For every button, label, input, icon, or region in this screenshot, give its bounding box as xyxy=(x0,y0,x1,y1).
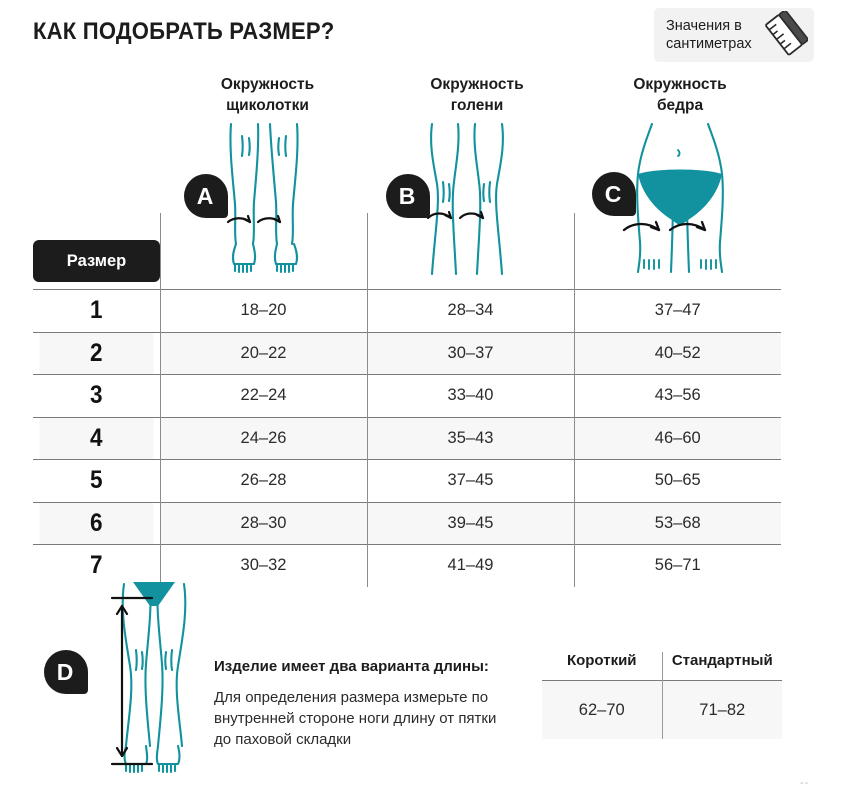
cell-calf: 41–49 xyxy=(366,544,574,587)
length-header-short: Короткий xyxy=(566,652,637,669)
caption-thigh-line1: Окружность xyxy=(633,76,727,93)
column-caption-ankle: Окружность щиколотки xyxy=(160,74,375,116)
marker-d-letter: D xyxy=(56,658,74,685)
marker-d-circle xyxy=(44,650,88,694)
length-note: Изделие имеет два варианта длины: Для оп… xyxy=(214,657,514,750)
cell-calf: 28–34 xyxy=(366,289,574,332)
length-value-short: 62–70 xyxy=(542,680,662,739)
caption-thigh-line2: бедра xyxy=(656,97,704,114)
length-measure-arrow xyxy=(110,596,154,766)
cell-ankle: 18–20 xyxy=(159,289,367,332)
cell-thigh: 50–65 xyxy=(573,459,781,502)
marker-c: C xyxy=(592,172,636,216)
marker-a: A xyxy=(184,174,228,218)
cell-size: 2 xyxy=(39,331,154,375)
cell-thigh: 53–68 xyxy=(573,501,781,545)
table-row: 4 24–26 35–43 46–60 xyxy=(33,416,781,460)
cell-ankle: 22–24 xyxy=(159,374,367,417)
marker-b-letter: B xyxy=(398,182,416,209)
cell-thigh: 56–71 xyxy=(573,544,781,587)
cell-calf: 33–40 xyxy=(366,374,574,417)
caption-calf-line1: Окружность xyxy=(430,76,524,93)
caption-ankle-line1: Окружность xyxy=(220,76,315,93)
size-table: 1 18–20 28–34 37–47 2 20–22 30–37 40–52 … xyxy=(33,213,781,587)
caption-calf-line2: голени xyxy=(450,97,504,114)
unit-badge-text: Значения в сантиметрах xyxy=(666,17,770,53)
column-caption-calf: Окружность голени xyxy=(378,74,576,116)
caption-ankle-line2: щиколотки xyxy=(226,97,309,114)
table-row: 7 30–32 41–49 56–71 xyxy=(33,544,781,587)
marker-c-circle xyxy=(592,172,636,216)
cell-size: 6 xyxy=(39,501,154,545)
ruler-icon xyxy=(765,11,808,56)
cell-ankle: 20–22 xyxy=(159,331,367,375)
length-note-text: Для определения размера измерьте по внут… xyxy=(214,689,497,748)
cell-size: 3 xyxy=(39,374,154,417)
unit-badge-line2: сантиметрах xyxy=(666,36,752,52)
unit-badge: Значения в сантиметрах xyxy=(654,8,814,62)
cell-thigh: 40–52 xyxy=(573,331,781,375)
cell-size: 7 xyxy=(39,544,154,587)
length-table-wrapper: Короткий Стандартный 62–70 71–82 xyxy=(542,652,782,739)
size-table-head-row xyxy=(33,213,781,290)
cell-ankle: 26–28 xyxy=(159,459,367,502)
page-title: КАК ПОДОБРАТЬ РАЗМЕР? xyxy=(33,18,335,45)
full-legs-illustration xyxy=(110,582,187,774)
length-table-row: 62–70 71–82 xyxy=(542,680,782,739)
length-table-head-row: Короткий Стандартный xyxy=(542,652,782,681)
table-row: 3 22–24 33–40 43–56 xyxy=(33,374,781,417)
corner-artifact: -- xyxy=(800,777,810,789)
thigh-header-cell xyxy=(573,213,781,290)
marker-c-letter: C xyxy=(604,180,622,207)
brief-wedge xyxy=(133,582,175,606)
length-table: Короткий Стандартный 62–70 71–82 xyxy=(542,652,782,739)
unit-badge-line1: Значения в xyxy=(666,18,742,34)
cell-calf: 37–45 xyxy=(366,459,574,502)
cell-thigh: 46–60 xyxy=(573,416,781,460)
table-row: 5 26–28 37–45 50–65 xyxy=(33,459,781,502)
cell-ankle: 30–32 xyxy=(159,544,367,587)
table-row: 6 28–30 39–45 53–68 xyxy=(33,501,781,545)
calf-header-cell xyxy=(366,213,574,290)
length-header-standard: Стандартный xyxy=(661,652,782,681)
cell-ankle: 28–30 xyxy=(159,501,367,545)
ankle-header-cell xyxy=(159,213,367,290)
length-note-bold: Изделие имеет два варианта длины: xyxy=(214,658,489,675)
size-column-chip: Размер xyxy=(33,240,160,282)
cell-calf: 39–45 xyxy=(366,501,574,545)
column-caption-thigh: Окружность бедра xyxy=(578,74,782,116)
marker-d: D xyxy=(44,650,88,694)
marker-b: B xyxy=(386,174,430,218)
cell-size: 4 xyxy=(39,416,154,460)
table-row: 2 20–22 30–37 40–52 xyxy=(33,331,781,375)
cell-size: 1 xyxy=(39,289,154,332)
cell-thigh: 43–56 xyxy=(573,374,781,417)
size-column-chip-label: Размер xyxy=(66,251,127,270)
length-value-standard: 71–82 xyxy=(661,680,782,739)
table-row: 1 18–20 28–34 37–47 xyxy=(33,289,781,332)
marker-b-circle xyxy=(386,174,430,218)
cell-calf: 35–43 xyxy=(366,416,574,460)
briefs-shape xyxy=(638,169,722,226)
marker-a-circle xyxy=(184,174,228,218)
cell-size: 5 xyxy=(39,459,154,502)
cell-thigh: 37–47 xyxy=(573,289,781,332)
marker-a-letter: A xyxy=(196,182,214,209)
cell-calf: 30–37 xyxy=(366,331,574,375)
cell-ankle: 24–26 xyxy=(159,416,367,460)
